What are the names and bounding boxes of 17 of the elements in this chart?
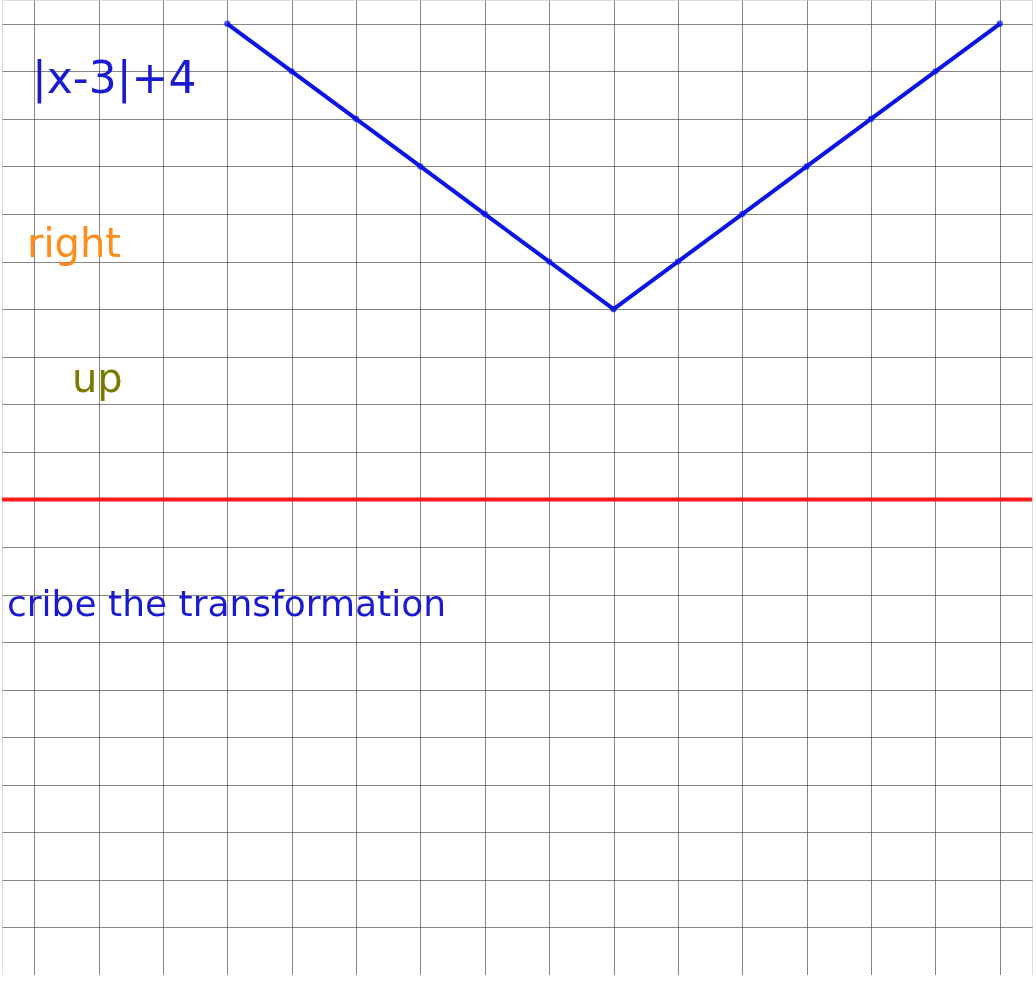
- point: [610, 305, 617, 313]
- point: [674, 258, 682, 265]
- point: [352, 115, 360, 123]
- point: [417, 163, 424, 170]
- text: cribe the transformation: [7, 583, 447, 624]
- point: [803, 163, 810, 170]
- point: [996, 20, 1003, 27]
- text: up: [72, 355, 123, 401]
- point: [739, 210, 746, 218]
- point: [867, 115, 875, 123]
- annotation: |x-3|+4: [32, 52, 197, 104]
- point: [481, 210, 488, 218]
- text: right: [27, 220, 121, 266]
- point: [288, 68, 295, 75]
- point: [546, 258, 553, 265]
- point: [224, 20, 231, 27]
- point: [932, 68, 939, 75]
